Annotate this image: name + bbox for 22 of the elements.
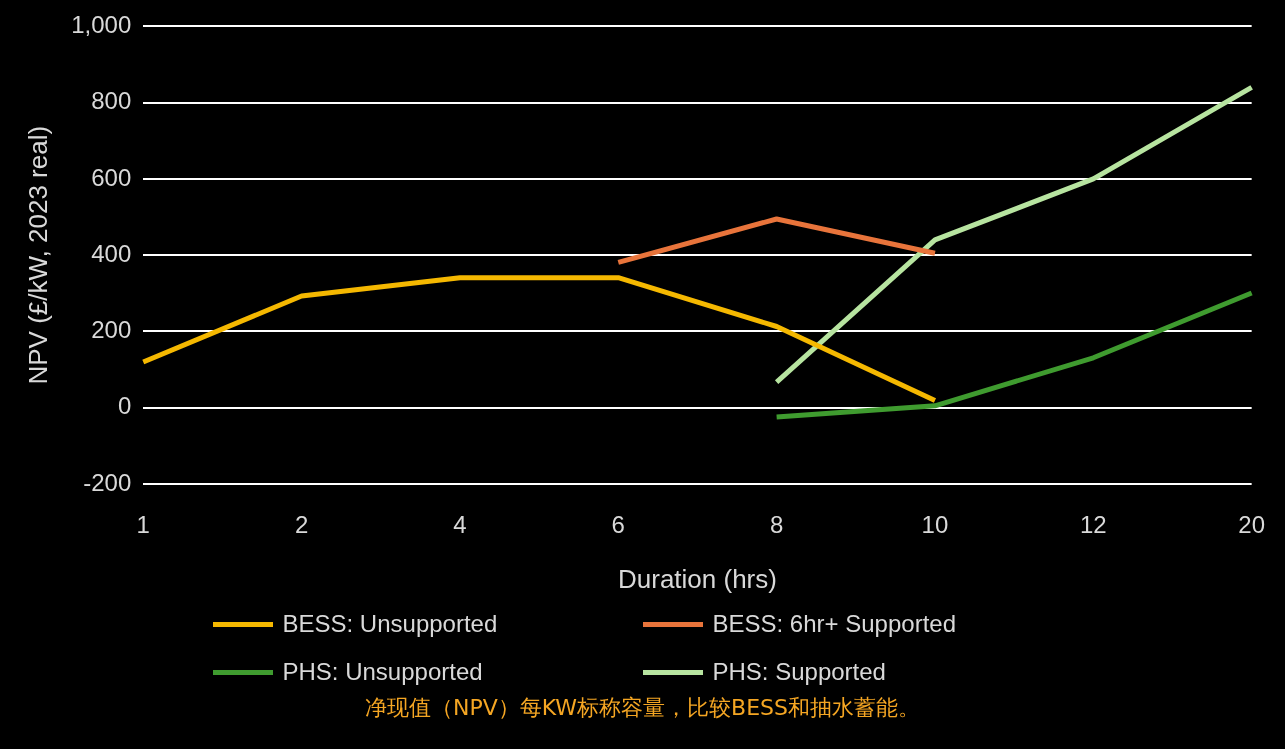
x-tick-label: 12	[1079, 511, 1107, 539]
legend-label: PHS: Supported	[712, 658, 886, 686]
text: 净现值（NPV）每KW标称容量，比较BESS和抽水蓄能。	[363, 694, 922, 722]
y-tick-label: 0	[117, 392, 132, 420]
legend-label: PHS: Unsupported	[282, 658, 483, 686]
x-tick-label: 4	[453, 511, 467, 539]
y-tick-label: 800	[91, 87, 132, 115]
y-tick-label: 600	[91, 163, 132, 191]
legend-label: BESS: 6hr+ Supported	[712, 610, 956, 638]
y-tick-label: -200	[83, 468, 132, 496]
x-axis-title: Duration (hrs)	[617, 563, 777, 594]
x-tick-label: 6	[611, 511, 625, 539]
y-tick-label: 1,000	[71, 11, 132, 39]
y-tick-label: 400	[91, 239, 132, 267]
y-tick-label: 200	[91, 316, 132, 344]
x-tick-label: 1	[136, 511, 150, 539]
x-tick-label: 10	[921, 511, 949, 539]
y-axis-title: NPV (£/kW, 2023 real)	[22, 125, 53, 385]
legend-label: BESS: Unsupported	[282, 610, 498, 638]
x-tick-label: 8	[769, 511, 784, 539]
x-tick-label: 20	[1238, 511, 1265, 539]
x-tick-label: 2	[294, 511, 309, 539]
